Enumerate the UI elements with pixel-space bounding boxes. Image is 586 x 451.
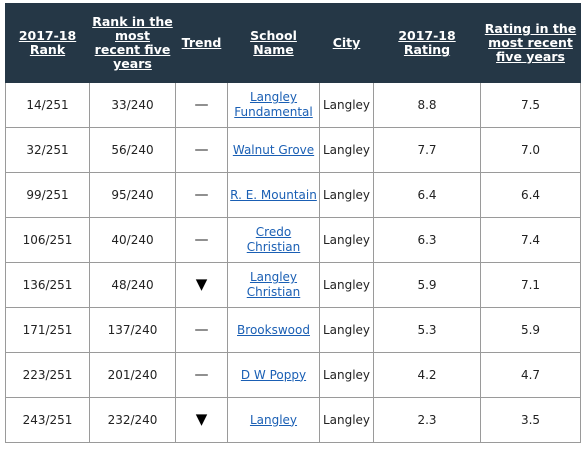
school-name-cell: R. E. Mountain [227,172,320,218]
city-cell: Langley [319,127,374,173]
rating-five-years-cell: 7.0 [480,127,581,173]
school-link[interactable]: Langley [249,412,298,427]
rating-cell: 5.3 [373,307,481,353]
table-row: 136/251 48/240 ▼ Langley Christian Langl… [5,262,581,308]
dash-icon: — [194,366,209,383]
school-link[interactable]: Credo Christian [246,225,301,254]
school-link[interactable]: Brookswood [237,322,310,337]
school-link[interactable]: R. E. Mountain [230,187,317,202]
header-rank-five-years[interactable]: Rank in the most recent five years [89,3,176,83]
rank-five-years-cell: 201/240 [89,352,176,398]
header-rating[interactable]: 2017-18 Rating [373,3,481,83]
table-row: 14/251 33/240 — Langley Fundamental Lang… [5,82,581,128]
trend-cell: ▼ [175,397,228,443]
city-cell: Langley [319,262,374,308]
city-cell: Langley [319,352,374,398]
city-cell: Langley [319,82,374,128]
trend-cell: — [175,217,228,263]
rank-cell: 106/251 [5,217,90,263]
trend-cell: — [175,352,228,398]
header-rating-five-years[interactable]: Rating in the most recent five years [480,3,581,83]
table-row: 32/251 56/240 — Walnut Grove Langley 7.7… [5,127,581,173]
rankings-table-container: 2017-18 Rank Rank in the most recent fiv… [5,3,581,443]
rank-cell: 32/251 [5,127,90,173]
trend-cell: — [175,82,228,128]
rank-five-years-cell: 95/240 [89,172,176,218]
header-school-name[interactable]: School Name [227,3,320,83]
down-triangle-icon: ▼ [195,410,208,428]
rating-five-years-cell: 7.4 [480,217,581,263]
header-rank[interactable]: 2017-18 Rank [5,3,90,83]
school-link[interactable]: D W Poppy [240,367,307,382]
rank-five-years-cell: 137/240 [89,307,176,353]
table-row: 99/251 95/240 — R. E. Mountain Langley 6… [5,172,581,218]
header-row: 2017-18 Rank Rank in the most recent fiv… [5,3,581,83]
rating-cell: 4.2 [373,352,481,398]
city-cell: Langley [319,397,374,443]
school-name-cell: Langley Fundamental [227,82,320,128]
rating-five-years-cell: 3.5 [480,397,581,443]
school-name-cell: Brookswood [227,307,320,353]
dash-icon: — [194,96,209,113]
rating-five-years-cell: 7.5 [480,82,581,128]
down-triangle-icon: ▼ [195,275,208,293]
school-rankings-table: 2017-18 Rank Rank in the most recent fiv… [5,3,581,443]
header-city[interactable]: City [319,3,374,83]
rating-five-years-cell: 5.9 [480,307,581,353]
city-cell: Langley [319,217,374,263]
rating-five-years-cell: 4.7 [480,352,581,398]
table-row: 223/251 201/240 — D W Poppy Langley 4.2 … [5,352,581,398]
table-row: 106/251 40/240 — Credo Christian Langley… [5,217,581,263]
trend-cell: — [175,127,228,173]
school-name-cell: Langley Christian [227,262,320,308]
rank-cell: 14/251 [5,82,90,128]
dash-icon: — [194,231,209,248]
city-cell: Langley [319,307,374,353]
rank-cell: 99/251 [5,172,90,218]
school-link[interactable]: Walnut Grove [232,142,315,157]
school-name-cell: Walnut Grove [227,127,320,173]
dash-icon: — [194,321,209,338]
school-link[interactable]: Langley Christian [246,270,301,299]
rating-five-years-cell: 7.1 [480,262,581,308]
rating-cell: 7.7 [373,127,481,173]
header-trend[interactable]: Trend [175,3,228,83]
rank-five-years-cell: 56/240 [89,127,176,173]
school-name-cell: Credo Christian [227,217,320,263]
trend-cell: — [175,307,228,353]
rating-cell: 2.3 [373,397,481,443]
city-cell: Langley [319,172,374,218]
rank-five-years-cell: 232/240 [89,397,176,443]
rank-cell: 223/251 [5,352,90,398]
school-link[interactable]: Langley Fundamental [234,90,313,119]
table-header: 2017-18 Rank Rank in the most recent fiv… [5,3,581,83]
table-row: 171/251 137/240 — Brookswood Langley 5.3… [5,307,581,353]
trend-cell: — [175,172,228,218]
rank-five-years-cell: 33/240 [89,82,176,128]
trend-cell: ▼ [175,262,228,308]
rank-cell: 243/251 [5,397,90,443]
rank-cell: 171/251 [5,307,90,353]
rank-five-years-cell: 48/240 [89,262,176,308]
rank-five-years-cell: 40/240 [89,217,176,263]
rating-cell: 5.9 [373,262,481,308]
rating-cell: 6.3 [373,217,481,263]
school-name-cell: D W Poppy [227,352,320,398]
rating-five-years-cell: 6.4 [480,172,581,218]
table-row: 243/251 232/240 ▼ Langley Langley 2.3 3.… [5,397,581,443]
rating-cell: 6.4 [373,172,481,218]
table-body: 14/251 33/240 — Langley Fundamental Lang… [5,82,581,443]
dash-icon: — [194,141,209,158]
school-name-cell: Langley [227,397,320,443]
rating-cell: 8.8 [373,82,481,128]
dash-icon: — [194,186,209,203]
rank-cell: 136/251 [5,262,90,308]
